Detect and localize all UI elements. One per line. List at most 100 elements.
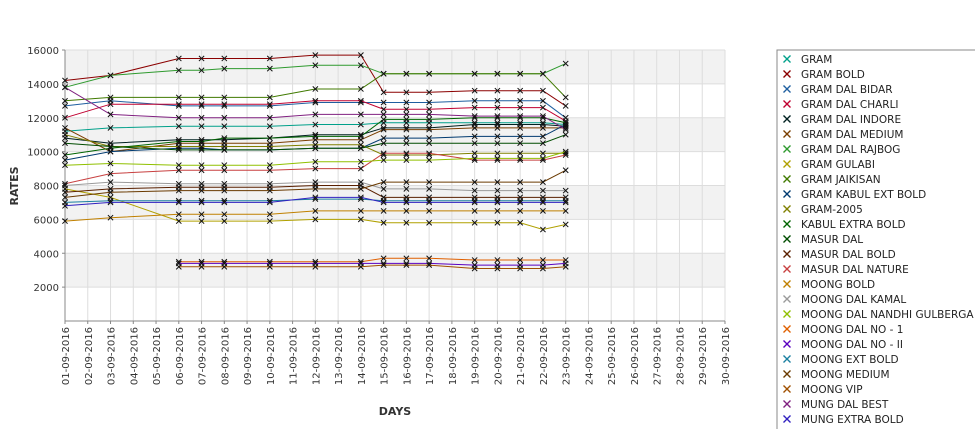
legend-item[interactable]: GRAM DAL BIDAR	[783, 84, 893, 96]
data-point	[539, 140, 546, 147]
legend-item[interactable]: MASUR DAL NATURE	[783, 264, 909, 276]
data-point	[426, 140, 433, 147]
legend-label: MOONG DAL KAMAL	[801, 294, 906, 306]
data-point	[175, 55, 182, 62]
legend-item[interactable]: GRAM GULABI	[783, 159, 875, 171]
data-point	[517, 150, 524, 157]
legend-item[interactable]: GRAM-2005	[783, 204, 863, 216]
x-tick-label: 22-09-2016	[539, 327, 550, 385]
series-line	[64, 122, 566, 132]
data-point	[62, 84, 68, 91]
legend[interactable]: GRAM GRAM BOLD GRAM DAL BIDAR GRAM DAL CHAR…	[776, 49, 975, 429]
data-point	[198, 263, 205, 270]
data-point	[403, 262, 410, 269]
x-tick-label: 30-09-2016	[721, 327, 732, 385]
data-point	[357, 207, 364, 214]
data-point	[426, 116, 433, 123]
data-point	[62, 189, 68, 196]
x-tick-label: 25-09-2016	[607, 327, 618, 385]
legend-item[interactable]: GRAM DAL INDORE	[783, 114, 902, 126]
legend-item[interactable]: MOONG VIP	[783, 384, 863, 396]
legend-marker	[783, 220, 791, 228]
data-point	[198, 167, 205, 174]
legend-item[interactable]: MOONG DAL KAMAL	[783, 294, 907, 306]
data-point	[312, 179, 319, 186]
x-tick-label: 04-09-2016	[129, 327, 140, 385]
data-point	[471, 97, 478, 104]
series-line	[64, 54, 566, 107]
data-point	[562, 119, 569, 126]
data-point	[266, 218, 273, 225]
legend-item[interactable]: MOONG DAL NANDHI GULBERGA	[783, 309, 975, 321]
data-point	[562, 102, 569, 109]
data-point	[494, 124, 501, 131]
data-point	[107, 111, 114, 118]
data-point	[198, 211, 205, 218]
data-point	[62, 77, 68, 84]
legend-item[interactable]: MASUR DAL	[783, 234, 864, 246]
legend-item[interactable]: GRAM KABUL EXT BOLD	[783, 189, 927, 201]
legend-item[interactable]: MOONG MEDIUM	[783, 369, 890, 381]
data-point	[266, 187, 273, 194]
legend-label: MOONG DAL NANDHI GULBERGA	[801, 309, 974, 321]
legend-marker	[783, 130, 791, 138]
data-point	[380, 70, 387, 77]
data-point	[312, 62, 319, 69]
data-point	[403, 150, 410, 157]
data-point	[562, 221, 569, 228]
data-point	[403, 157, 410, 164]
legend-item[interactable]: GRAM BOLD	[783, 69, 865, 81]
legend-item[interactable]: MOONG BOLD	[783, 279, 876, 291]
data-point	[175, 199, 182, 206]
data-point	[539, 257, 546, 263]
legend-item[interactable]: GRAM DAL CHARLI	[783, 99, 899, 111]
legend-item[interactable]: MUNG DAL BEST	[783, 399, 889, 411]
data-point	[539, 150, 546, 157]
legend-item[interactable]: MASUR DAL BOLD	[783, 249, 896, 261]
data-point	[426, 185, 433, 192]
data-point	[403, 207, 410, 214]
legend-marker	[783, 385, 791, 393]
data-point	[198, 101, 205, 108]
legend-item[interactable]: GRAM	[783, 54, 833, 66]
data-point	[494, 257, 501, 263]
data-point	[380, 262, 387, 269]
legend-label: GRAM BOLD	[801, 69, 865, 81]
data-point	[403, 111, 410, 118]
data-point	[175, 187, 182, 194]
legend-item[interactable]: MOONG EXT BOLD	[783, 354, 899, 366]
data-point	[221, 218, 228, 225]
legend-label: KABUL EXTRA BOLD	[801, 219, 906, 231]
y-axis-ticks: 2000 4000 6000 8000 10000 12000 14000 16000	[27, 46, 65, 294]
series-mung-extra-bold	[62, 194, 569, 209]
data-point	[562, 263, 569, 270]
data-point	[403, 99, 410, 106]
data-point	[380, 116, 387, 123]
legend-item[interactable]: KABUL EXTRA BOLD	[783, 219, 906, 231]
data-point	[62, 131, 68, 138]
legend-marker	[783, 265, 791, 273]
legend-item[interactable]: MOONG DAL NO - II	[783, 339, 903, 351]
legend-item[interactable]: GRAM JAIKISAN	[783, 174, 881, 186]
data-point	[517, 199, 524, 206]
data-point	[175, 114, 182, 121]
data-point	[539, 226, 546, 233]
legend-item[interactable]: MOONG DAL NO - 1	[783, 324, 904, 336]
legend-label: MOONG MEDIUM	[801, 369, 890, 381]
legend-item[interactable]: MUNG EXTRA BOLD	[783, 414, 904, 426]
data-point	[175, 146, 182, 153]
legend-item[interactable]: GRAM DAL MEDIUM	[783, 129, 904, 141]
data-point	[62, 124, 68, 131]
data-point	[471, 104, 478, 111]
legend-label: GRAM	[801, 54, 832, 66]
data-point	[562, 199, 569, 206]
data-point	[517, 87, 524, 94]
data-point	[426, 99, 433, 106]
y-tick-label: 2000	[34, 283, 59, 294]
x-axis-title: DAYS	[379, 405, 412, 418]
legend-marker	[783, 400, 791, 408]
plot-band	[65, 219, 725, 254]
data-point	[221, 180, 228, 187]
legend-item[interactable]: GRAM DAL RAJBOG	[783, 144, 901, 156]
data-point	[357, 216, 364, 223]
